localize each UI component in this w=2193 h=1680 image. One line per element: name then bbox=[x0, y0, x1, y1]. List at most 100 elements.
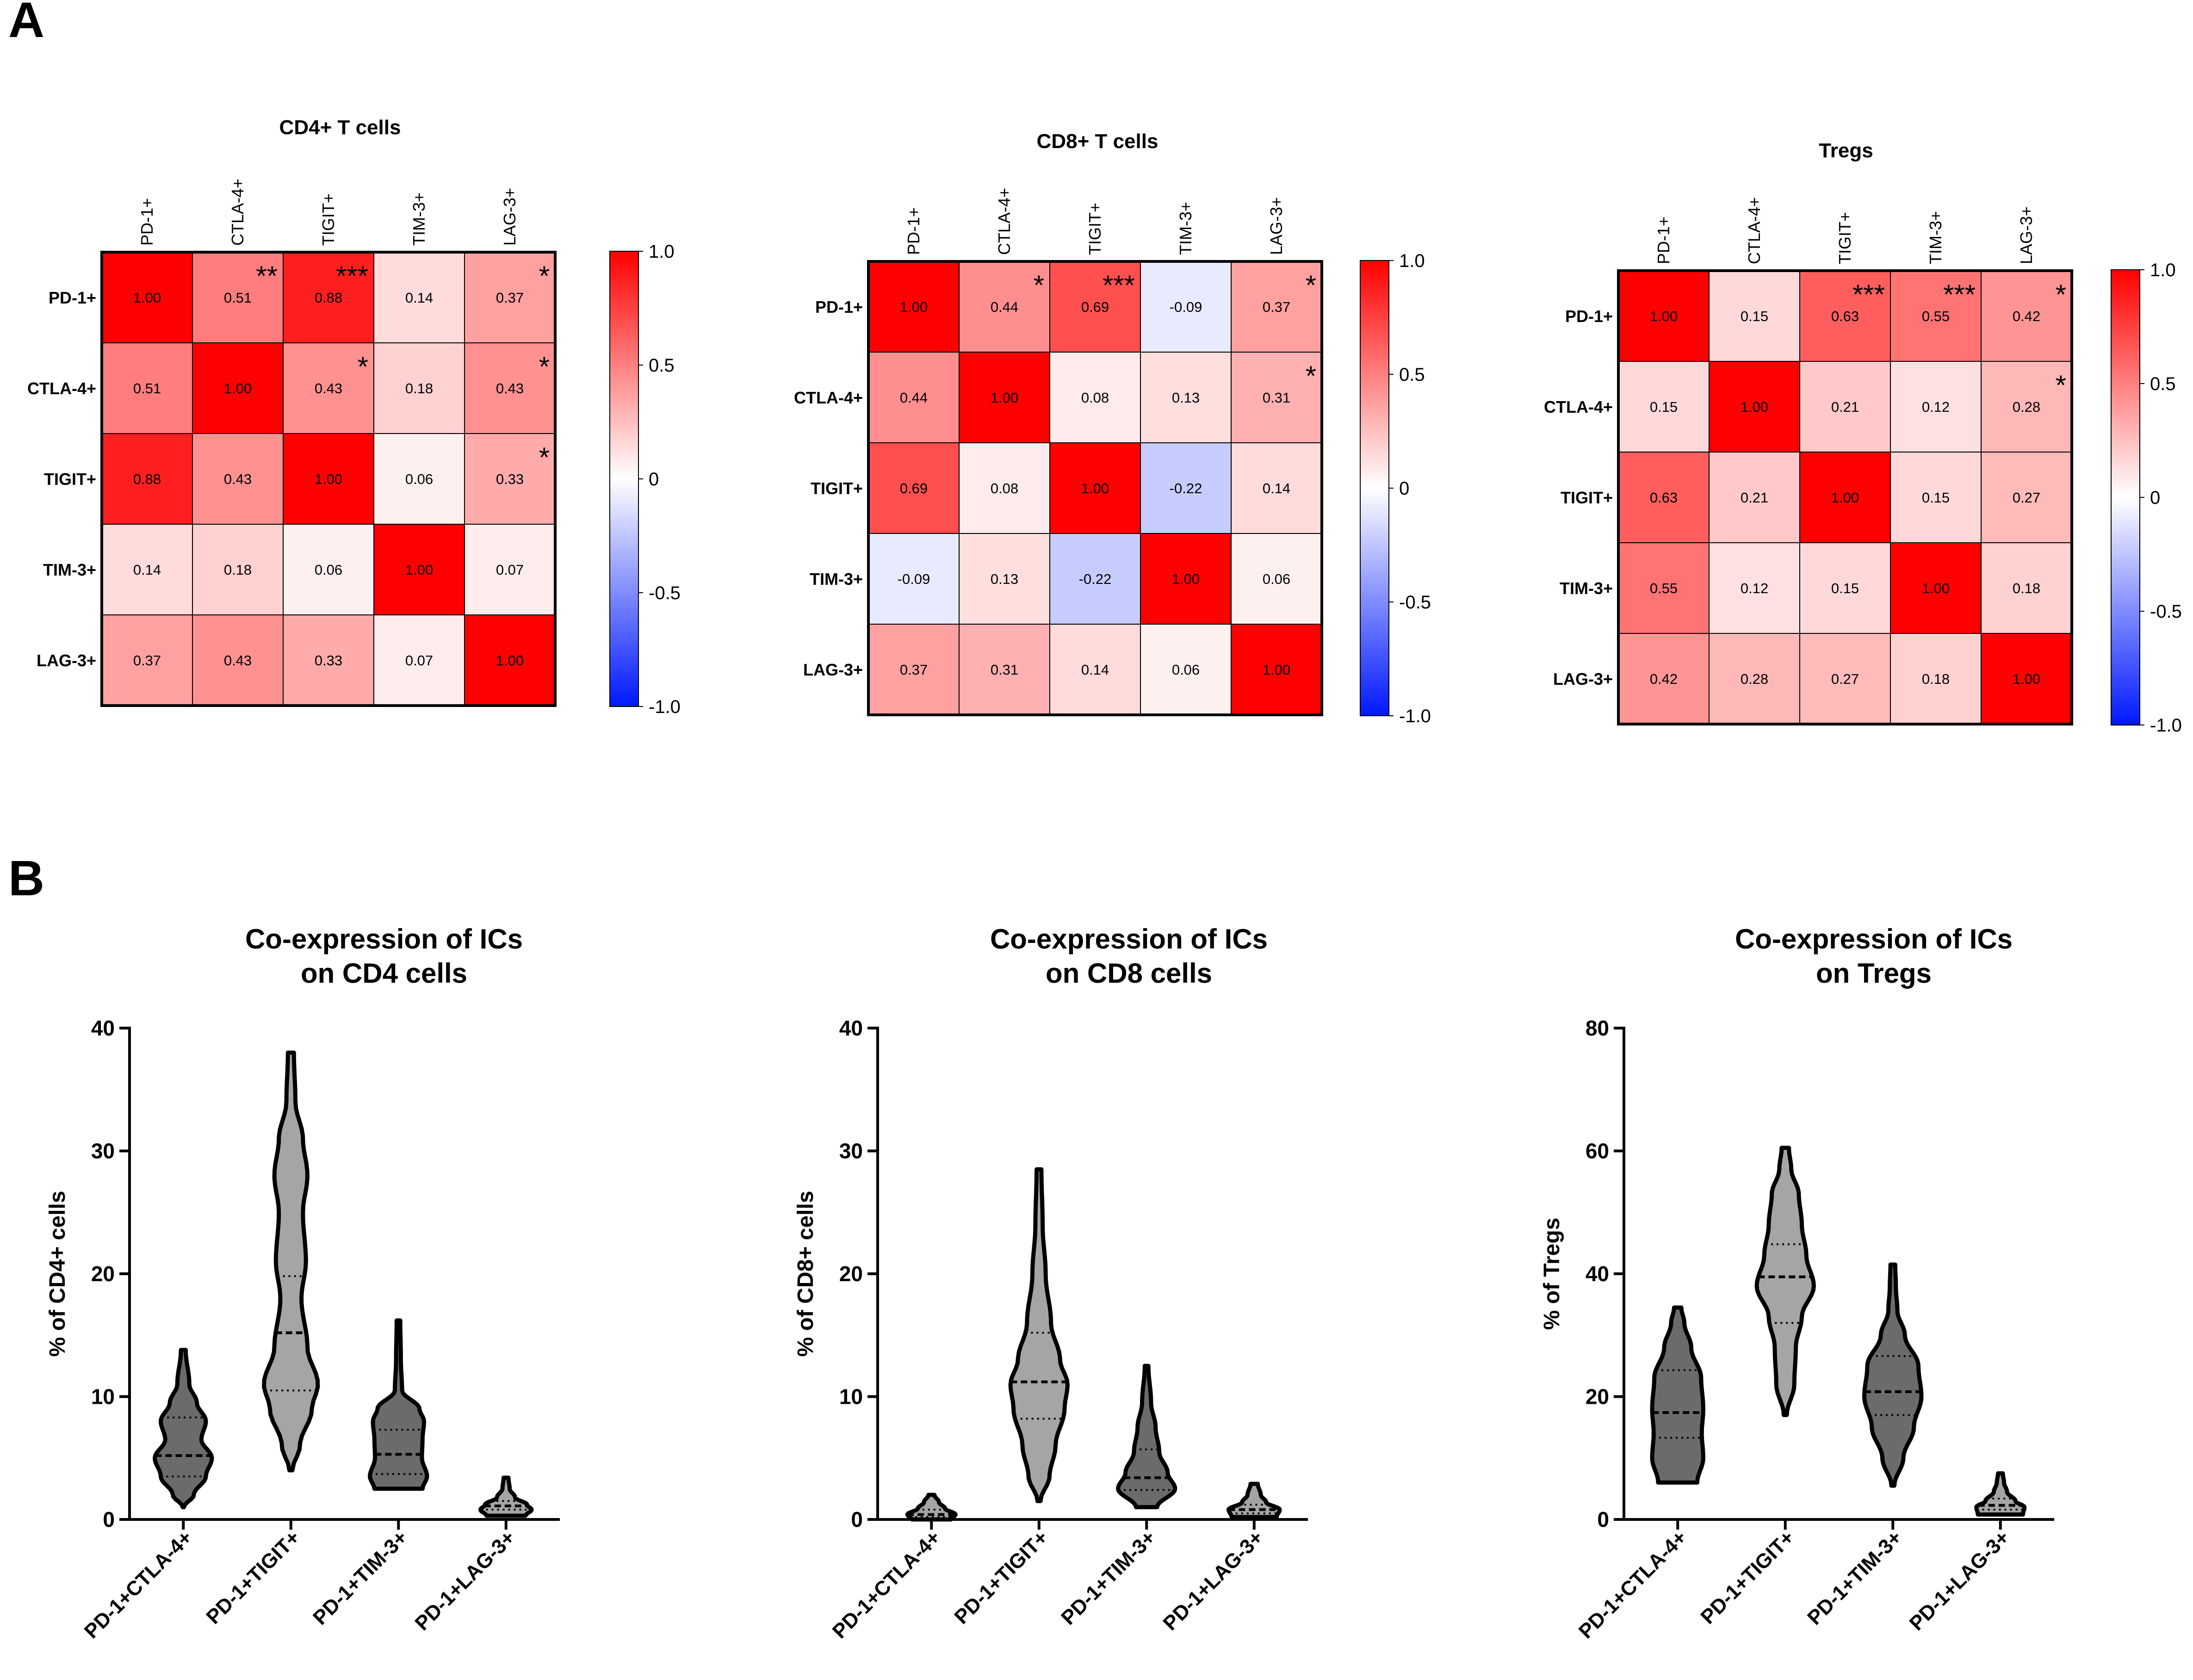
heatmap-cell bbox=[373, 252, 465, 343]
heatmap-cell bbox=[192, 433, 284, 525]
heatmap-cell-value: 1.00 bbox=[1650, 308, 1678, 324]
violin bbox=[1008, 1167, 1070, 1503]
violin-title-line-2: on CD8 cells bbox=[1046, 958, 1212, 989]
heatmap-cell-value: 0.33 bbox=[315, 652, 342, 669]
heatmap-cell-value: 0.42 bbox=[1650, 671, 1678, 687]
heatmap-title: CD8+ T cells bbox=[1037, 130, 1158, 153]
heatmap-cell-value: 0.14 bbox=[1263, 480, 1290, 496]
heatmap-cell-value: 0.06 bbox=[315, 562, 342, 578]
x-tick-label: PD-1+LAG-3+ bbox=[1905, 1526, 2014, 1635]
heatmap-title: Tregs bbox=[1819, 139, 1873, 162]
heatmap-row-label: TIGIT+ bbox=[1561, 488, 1613, 507]
heatmap-cell-value: 0.43 bbox=[315, 380, 342, 397]
y-tick-label: 0 bbox=[1597, 1507, 1609, 1531]
heatmap-cell-value: 0.33 bbox=[496, 471, 524, 487]
heatmap-cell-value: 1.00 bbox=[1263, 662, 1290, 678]
heatmap-cell-value: 0.14 bbox=[133, 562, 161, 578]
y-axis-label: % of CD8+ cells bbox=[793, 1191, 818, 1357]
heatmap-cell-value: 1.00 bbox=[224, 380, 252, 397]
violin bbox=[1754, 1146, 1816, 1417]
heatmap-cell-value: 0.27 bbox=[2013, 490, 2040, 506]
heatmap-cell bbox=[283, 524, 374, 615]
heatmap-cell bbox=[1618, 452, 1710, 543]
heatmap-cell-value: 0.55 bbox=[1650, 580, 1678, 596]
heatmap-row-label: LAG-3+ bbox=[37, 651, 96, 670]
heatmap-cell-value: -0.22 bbox=[1170, 480, 1202, 496]
heatmap-cell bbox=[283, 342, 374, 434]
heatmap-cell-value: 0.13 bbox=[1172, 390, 1200, 406]
heatmap-cell-value: 0.15 bbox=[1831, 580, 1859, 596]
heatmap-cell-value: 0.69 bbox=[1081, 299, 1109, 315]
x-tick-label: PD-1+LAG-3+ bbox=[1159, 1526, 1268, 1635]
heatmap-row-label: TIGIT+ bbox=[811, 479, 863, 498]
heatmap-cell bbox=[101, 342, 193, 434]
heatmap-cell bbox=[1799, 542, 1891, 634]
colorbar-tick-label: 0 bbox=[649, 469, 659, 490]
y-tick-label: 30 bbox=[91, 1139, 115, 1163]
heatmap-cell bbox=[1981, 361, 2072, 453]
heatmap-cell-value: 1.00 bbox=[2013, 671, 2040, 687]
heatmap-cell bbox=[959, 352, 1050, 443]
y-tick-label: 20 bbox=[91, 1262, 115, 1286]
heatmap-col-label: CTLA-4+ bbox=[995, 188, 1014, 255]
significance-stars: * bbox=[539, 442, 550, 473]
heatmap-cell-value: 0.18 bbox=[224, 562, 252, 578]
violin bbox=[1227, 1482, 1282, 1519]
heatmap-col-label: LAG-3+ bbox=[2017, 206, 2036, 264]
heatmap-cell bbox=[1618, 542, 1710, 634]
colorbar bbox=[1360, 260, 1389, 716]
heatmap-cell-value: 0.15 bbox=[1650, 399, 1678, 415]
heatmap-cell bbox=[283, 433, 374, 525]
x-tick-label: PD-1+TIM-3+ bbox=[1803, 1526, 1906, 1629]
heatmap-cell bbox=[1618, 633, 1710, 725]
heatmap-cell-value: 0.44 bbox=[900, 390, 928, 406]
heatmap-col-label: LAG-3+ bbox=[500, 188, 519, 246]
heatmap-cell-value: 1.00 bbox=[496, 652, 524, 669]
x-tick-label: PD-1+LAG-3+ bbox=[411, 1526, 520, 1635]
heatmap-cell-value: 0.06 bbox=[1263, 571, 1290, 587]
heatmap-cell bbox=[1981, 542, 2072, 634]
heatmap-col-label: TIM-3+ bbox=[1176, 202, 1195, 255]
significance-stars: * bbox=[1034, 270, 1044, 301]
heatmap-cell-value: 0.13 bbox=[991, 571, 1018, 587]
x-tick-label: PD-1+TIM-3+ bbox=[309, 1526, 412, 1629]
heatmap-cell-value: 0.37 bbox=[1263, 299, 1290, 315]
significance-stars: *** bbox=[1943, 279, 1976, 310]
heatmap-row-label: TIGIT+ bbox=[44, 470, 96, 489]
heatmap-cell bbox=[373, 433, 465, 525]
heatmap-cell-value: 0.44 bbox=[991, 299, 1018, 315]
heatmap-row-label: CTLA-4+ bbox=[1544, 397, 1613, 416]
heatmap-cell bbox=[1231, 352, 1322, 443]
violin bbox=[478, 1475, 534, 1518]
y-axis-label: % of CD4+ cells bbox=[45, 1191, 70, 1357]
heatmap-cell bbox=[959, 442, 1050, 534]
colorbar bbox=[609, 251, 639, 707]
y-tick-label: 80 bbox=[1586, 1016, 1609, 1040]
violin bbox=[1862, 1262, 1924, 1488]
heatmap-cell bbox=[464, 433, 556, 525]
heatmap-cell-value: 0.63 bbox=[1650, 490, 1678, 506]
heatmap-title: CD4+ T cells bbox=[279, 116, 401, 139]
y-tick-label: 10 bbox=[839, 1385, 863, 1409]
heatmap-cell-value: 0.08 bbox=[991, 480, 1018, 496]
y-tick-label: 60 bbox=[1586, 1139, 1609, 1163]
heatmap-cell-value: 0.14 bbox=[405, 290, 433, 306]
violin bbox=[1974, 1471, 2027, 1517]
heatmap-cell bbox=[959, 624, 1050, 715]
heatmap-col-label: TIGIT+ bbox=[1835, 212, 1854, 264]
heatmap-row-label: TIM-3+ bbox=[1560, 579, 1613, 598]
heatmap-cell bbox=[1049, 533, 1141, 625]
heatmap-cell-value: 1.00 bbox=[315, 471, 342, 487]
significance-stars: *** bbox=[1852, 279, 1885, 310]
colorbar-tick-label: 0.5 bbox=[649, 355, 675, 376]
significance-stars: * bbox=[2056, 370, 2066, 401]
heatmap-cell bbox=[1709, 452, 1800, 543]
violin bbox=[1650, 1305, 1705, 1485]
heatmap-cell-value: 1.00 bbox=[1922, 580, 1950, 596]
colorbar-tick-label: -0.5 bbox=[1399, 592, 1431, 613]
heatmap-cell bbox=[1140, 352, 1232, 443]
heatmap-col-label: LAG-3+ bbox=[1267, 197, 1286, 255]
heatmap-cell-value: 0.28 bbox=[2013, 399, 2040, 415]
